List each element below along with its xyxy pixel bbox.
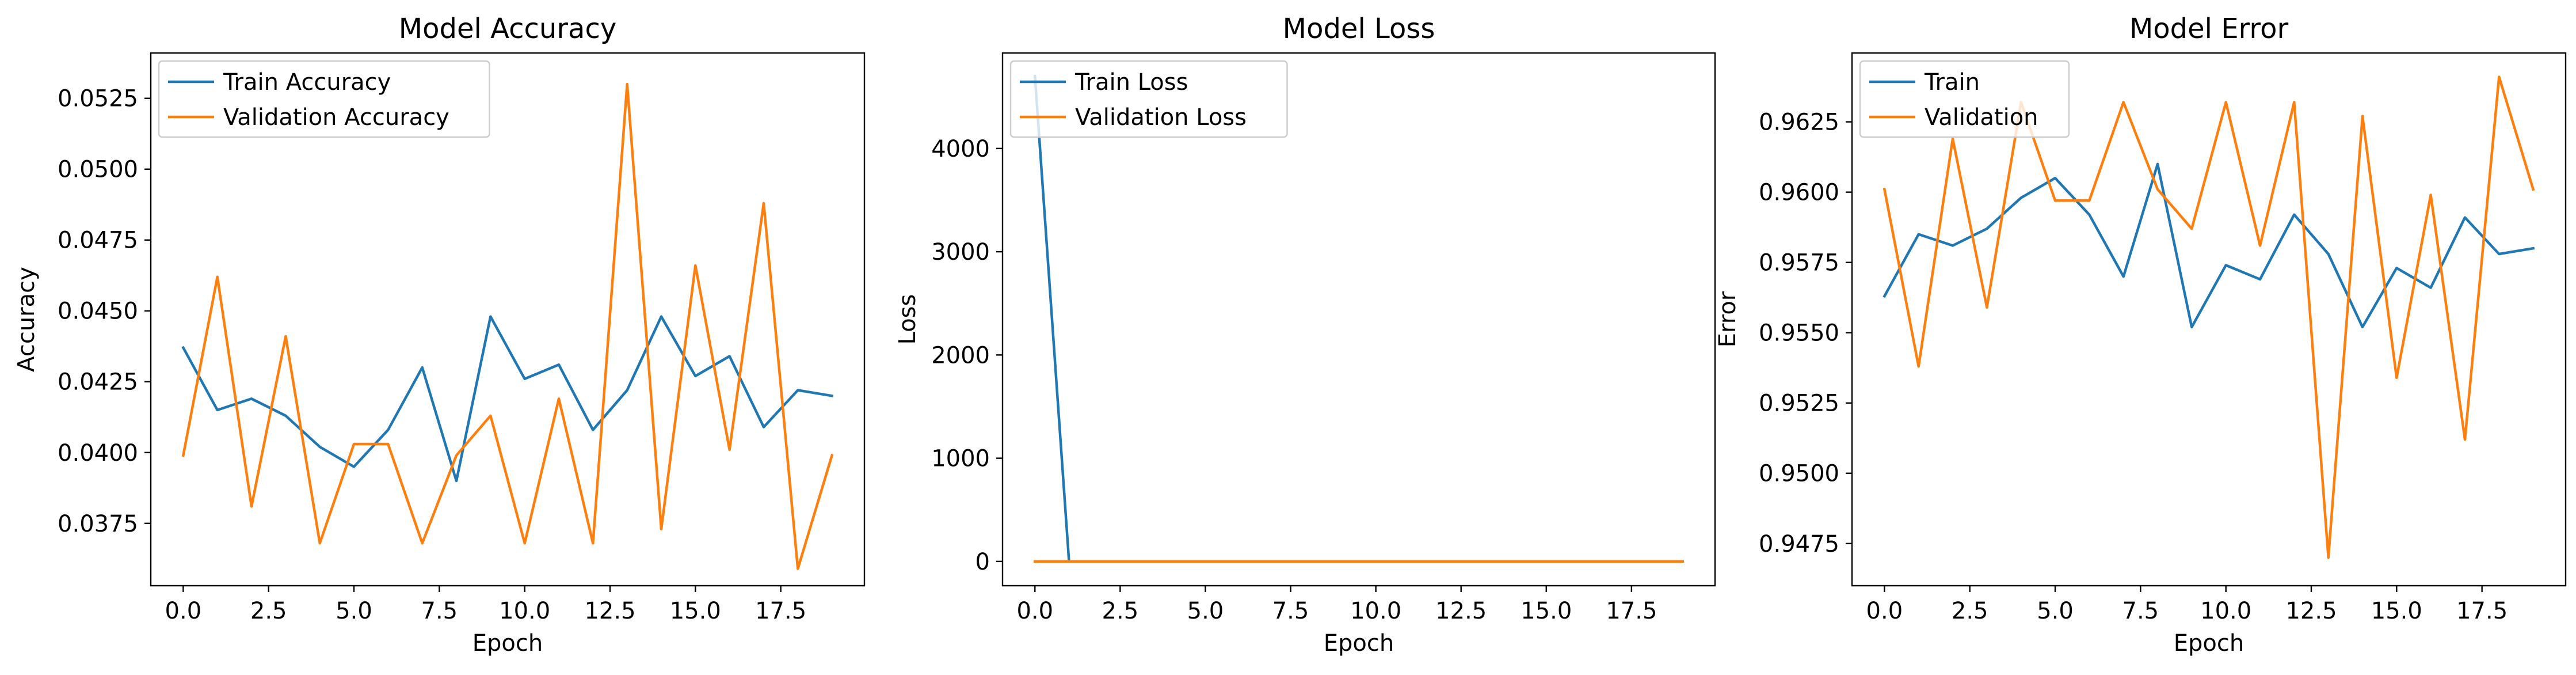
chart-panel-model-accuracy: 0.0 2.5 5.0 7.5 10.0 12.5 15.0 17.5 0.0375 0.0400… [13, 13, 866, 657]
x-tick-label: 12.5 [584, 598, 635, 624]
legend-label: Train [1924, 69, 1980, 96]
x-tick-label: 15.0 [2371, 598, 2422, 624]
x-tick-label: 12.5 [1435, 598, 1487, 624]
x-tick-label: 2.5 [1102, 598, 1139, 624]
x-tick-label: 2.5 [250, 598, 287, 624]
x-tick-label: 5.0 [2037, 598, 2074, 624]
x-tick-label: 17.5 [2456, 598, 2508, 624]
legend-frame [158, 60, 490, 138]
y-tick-label: 0.0450 [58, 298, 138, 325]
y-tick-label: 0.0400 [58, 440, 138, 467]
y-tick-label: 0.9600 [1759, 180, 1839, 206]
legend-label: Validation Loss [1075, 104, 1247, 131]
series-line-train-accuracy [181, 315, 834, 483]
x-tick-label: 10.0 [499, 598, 550, 624]
series-line-validation [1883, 75, 2535, 559]
y-axis-label: Loss [894, 294, 921, 345]
x-tick-label: 5.0 [1187, 598, 1224, 624]
axes-frame [1851, 52, 2567, 587]
series-group [181, 82, 834, 570]
chart-title: Model Accuracy [399, 13, 617, 45]
y-tick-label: 0 [975, 549, 990, 575]
y-tick-label: 4000 [931, 136, 990, 162]
x-tick-label: 0.0 [1016, 598, 1053, 624]
legend-label: Validation [1925, 104, 2038, 131]
x-tick-label: 2.5 [1952, 598, 1988, 624]
legend: Train Accuracy Validation Accuracy [158, 60, 490, 138]
series-points-validation [1884, 77, 2533, 558]
x-tick-label: 7.5 [2122, 598, 2159, 624]
y-tick-label: 0.0525 [58, 86, 138, 112]
legend-label: Train Accuracy [223, 69, 391, 96]
x-tick-label: 0.0 [165, 598, 202, 624]
y-tick-label: 0.0500 [58, 157, 138, 183]
x-tick-label: 12.5 [2285, 598, 2337, 624]
y-tick-label: 0.0425 [58, 369, 138, 396]
x-tick-label: 0.0 [1866, 598, 1903, 624]
y-tick-label: 0.9575 [1759, 250, 1839, 276]
y-tick-label: 0.9500 [1759, 461, 1839, 487]
y-tick-label: 0.0475 [58, 227, 138, 254]
legend: Train Validation [1859, 60, 2070, 138]
x-tick-label: 10.0 [2200, 598, 2251, 624]
legend-label: Train Loss [1074, 69, 1188, 96]
x-tick-label: 15.0 [1521, 598, 1572, 624]
series-points-train [1884, 164, 2533, 327]
legend: Train Loss Validation Loss [1009, 60, 1288, 138]
legend-label: Validation Accuracy [223, 104, 449, 131]
x-axis-label: Epoch [2174, 630, 2244, 657]
x-tick-label: 17.5 [1606, 598, 1657, 624]
axes-frame [150, 52, 866, 587]
y-tick-label: 0.9625 [1759, 109, 1839, 136]
x-tick-label: 17.5 [755, 598, 806, 624]
chart-title: Model Error [2129, 13, 2289, 45]
y-tick-label: 2000 [931, 342, 990, 369]
x-axis-label: Epoch [1324, 630, 1394, 657]
y-tick-label: 0.0375 [58, 511, 138, 537]
x-axis-label: Epoch [472, 630, 543, 657]
series-line-train-loss [1033, 74, 1684, 563]
series-line-validation-accuracy [181, 82, 834, 570]
axes-frame [1001, 52, 1716, 587]
y-tick-label: 0.9475 [1759, 531, 1839, 558]
x-tick-label: 10.0 [1350, 598, 1401, 624]
x-tick-label: 5.0 [336, 598, 372, 624]
series-group [1033, 74, 1684, 563]
y-tick-label: 0.9550 [1759, 320, 1839, 347]
series-points-train-accuracy [183, 316, 832, 481]
series-group [1883, 75, 2535, 559]
chart-panel-model-loss: 0.0 2.5 5.0 7.5 10.0 12.5 15.0 17.5 0 1000 2000 300… [894, 13, 1716, 657]
x-tick-label: 15.0 [670, 598, 721, 624]
y-axis-label: Accuracy [13, 267, 40, 372]
chart-title: Model Loss [1283, 13, 1435, 45]
series-points-train-loss [1035, 76, 1683, 562]
series-points-validation-accuracy [183, 84, 832, 569]
legend-frame [1009, 60, 1288, 138]
y-tick-label: 3000 [931, 239, 990, 266]
x-tick-label: 7.5 [1272, 598, 1309, 624]
y-tick-label: 0.9525 [1759, 390, 1839, 417]
chart-panel-model-error: 0.0 2.5 5.0 7.5 10.0 12.5 15.0 17.5 0.9475 0.9500… [1714, 13, 2567, 657]
y-tick-label: 1000 [931, 446, 990, 472]
x-tick-label: 7.5 [421, 598, 458, 624]
series-line-train [1883, 162, 2535, 329]
y-axis-label: Error [1714, 291, 1741, 347]
